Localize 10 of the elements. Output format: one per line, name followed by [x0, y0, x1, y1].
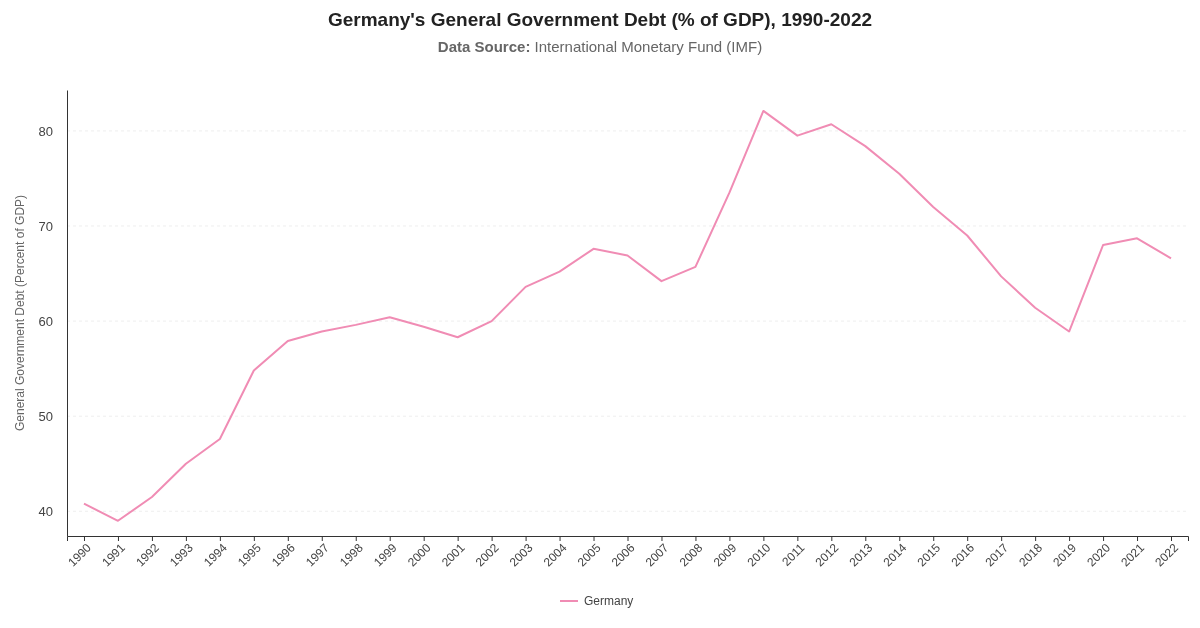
legend-label: Germany	[584, 594, 634, 608]
chart-subtitle: Data Source: International Monetary Fund (IMF)	[437, 38, 763, 55]
y-tick-label: 80	[38, 123, 53, 139]
y-tick-label: 60	[38, 313, 53, 329]
y-tick-label: 40	[38, 503, 53, 519]
y-axis-title: General Government Debt (Percent of GDP)	[13, 194, 27, 432]
line-series	[82, 109, 1173, 522]
y-tick-label: 70	[38, 218, 53, 234]
y-tick-label: 50	[38, 408, 53, 424]
chart-title: Germany's General Government Debt (% of GDP), 1990-2022	[327, 9, 873, 30]
